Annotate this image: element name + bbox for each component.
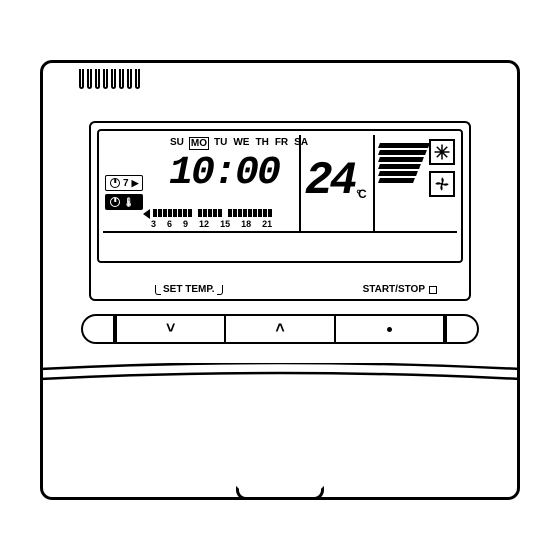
day-su: SU bbox=[169, 137, 185, 150]
lcd-divider bbox=[103, 231, 457, 233]
schedule-badges: 7 ▶ 🌡 bbox=[105, 175, 143, 210]
lcd-frame: SU MO TU WE TH FR SA 10:00 7 ▶ 🌡 bbox=[89, 121, 471, 301]
day-th: TH bbox=[254, 137, 269, 150]
tick: 6 bbox=[167, 219, 172, 229]
button-legend-row: SET TEMP. START/STOP bbox=[91, 284, 469, 295]
thermometer-icon: 🌡 bbox=[123, 197, 134, 208]
set-temp-label-group: SET TEMP. bbox=[155, 284, 223, 295]
clock-icon bbox=[110, 197, 120, 207]
weekday-row: SU MO TU WE TH FR SA bbox=[169, 137, 309, 150]
tick: 21 bbox=[262, 219, 272, 229]
temp-down-button[interactable]: ˅ bbox=[115, 314, 226, 344]
panel-seam bbox=[40, 363, 520, 383]
set-temp-label: SET TEMP. bbox=[163, 284, 215, 295]
fan-speed-icon bbox=[429, 171, 455, 197]
day-mo: MO bbox=[189, 137, 209, 150]
lcd-screen: SU MO TU WE TH FR SA 10:00 7 ▶ 🌡 bbox=[97, 129, 463, 263]
chevron-up-icon: ˄ bbox=[275, 320, 284, 338]
button-cap-left bbox=[81, 314, 115, 344]
tick: 3 bbox=[151, 219, 156, 229]
button-cap-right bbox=[445, 314, 479, 344]
timeline-labels: 3 6 9 12 15 18 21 bbox=[151, 219, 281, 229]
indicator-box-icon bbox=[429, 286, 437, 294]
lcd-divider bbox=[373, 135, 375, 231]
chevron-down-icon: ˅ bbox=[166, 320, 175, 338]
temp-value: 24 bbox=[305, 155, 354, 207]
thermostat-controller: SU MO TU WE TH FR SA 10:00 7 ▶ 🌡 bbox=[40, 60, 520, 500]
schedule-timeline: 3 6 9 12 15 18 21 bbox=[153, 209, 281, 229]
timeline-arrow-icon bbox=[143, 209, 150, 219]
start-stop-button[interactable] bbox=[336, 314, 445, 344]
clock-icon bbox=[110, 178, 120, 188]
schedule-badge-1: 7 ▶ bbox=[105, 175, 143, 191]
tick: 18 bbox=[241, 219, 251, 229]
day-sa: SA bbox=[293, 137, 309, 150]
airflow-louver-icon bbox=[379, 143, 429, 187]
tick: 15 bbox=[220, 219, 230, 229]
schedule-value: 7 bbox=[123, 178, 129, 189]
bottom-tab bbox=[236, 486, 324, 500]
button-bar: ˅ ˄ bbox=[81, 311, 479, 347]
start-stop-label-group: START/STOP bbox=[363, 284, 437, 295]
dot-icon bbox=[387, 327, 392, 332]
start-stop-label: START/STOP bbox=[363, 284, 425, 295]
day-tu: TU bbox=[213, 137, 228, 150]
day-fr: FR bbox=[274, 137, 289, 150]
setpoint-temperature: 24 °C bbox=[305, 155, 364, 207]
temp-up-button[interactable]: ˄ bbox=[226, 314, 335, 344]
timeline-bars bbox=[153, 209, 281, 217]
temp-unit: °C bbox=[356, 187, 363, 201]
lcd-divider bbox=[299, 135, 301, 231]
tick: 9 bbox=[183, 219, 188, 229]
mode-cool-icon bbox=[429, 139, 455, 165]
tick: 12 bbox=[199, 219, 209, 229]
play-icon: ▶ bbox=[132, 178, 139, 189]
clock-time: 10:00 bbox=[169, 151, 279, 196]
vent-grille bbox=[79, 69, 140, 89]
schedule-badge-2: 🌡 bbox=[105, 194, 143, 210]
day-we: WE bbox=[232, 137, 250, 150]
